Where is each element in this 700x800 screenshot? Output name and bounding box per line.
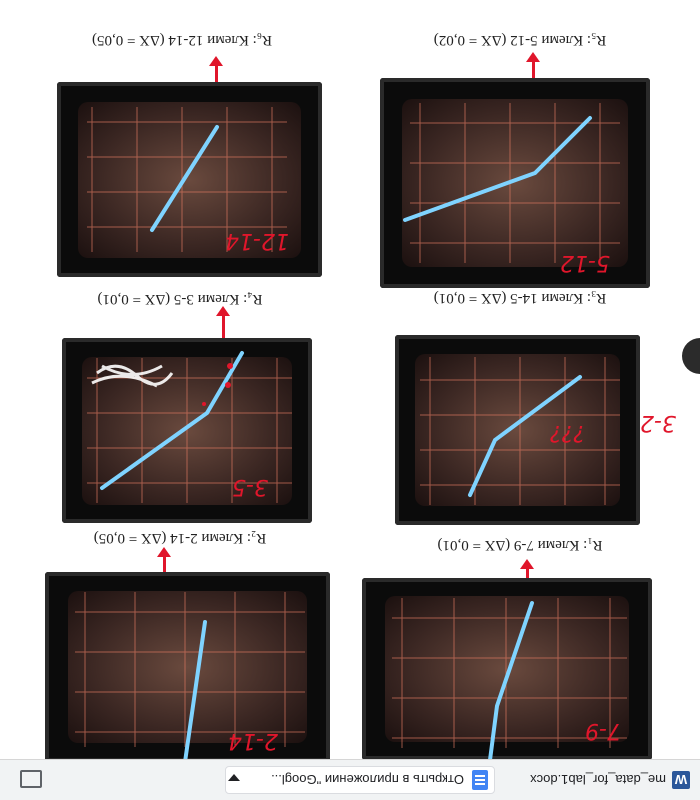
oscilloscope-screen	[401, 99, 629, 267]
handwritten-label: 12-14	[225, 228, 289, 253]
caption-r5: R₅: Клеми 5-12 (ΔX = 0,02)	[433, 32, 607, 48]
arrow-icon	[216, 306, 230, 338]
printer-icon[interactable]	[20, 770, 42, 788]
word-file-icon: W	[672, 771, 690, 789]
caption-r3: R₃: Клеми 14-5 (ΔX = 0,01)	[433, 290, 607, 306]
scroll-handle[interactable]	[682, 338, 700, 374]
oscilloscope-photo-r1	[362, 578, 652, 760]
trace-line	[403, 116, 592, 222]
handwritten-label: 7-9	[585, 718, 621, 743]
trace-plot	[392, 598, 627, 760]
oscilloscope-screen	[414, 354, 621, 506]
arrow-icon	[157, 547, 171, 575]
open-in-app-label: Открыть в приложении "Googl...	[271, 772, 464, 788]
trace-plot	[420, 357, 620, 505]
oscilloscope-photo-r5	[380, 78, 650, 288]
handwritten-label: 3-2	[640, 410, 676, 435]
trace-line	[488, 601, 534, 760]
google-docs-icon	[472, 770, 488, 790]
download-filename: me_data_for_lab1.docx	[530, 772, 666, 788]
caption-r6: R₆: Клеми 12-14 (ΔX = 0,05)	[92, 32, 272, 48]
trace-line	[150, 125, 219, 232]
oscilloscope-photo-r3	[395, 335, 640, 525]
scribble-icon	[91, 364, 174, 388]
chevron-up-icon[interactable]	[228, 774, 240, 781]
oscilloscope-photo-r2	[45, 572, 330, 762]
caption-r4: R₄: Клеми 3-5 (ΔX = 0,01)	[97, 291, 263, 307]
handwritten-label: ???	[550, 420, 586, 445]
oscilloscope-screen	[78, 101, 301, 258]
trace-plot	[403, 103, 620, 263]
handwritten-label: 5-12	[560, 250, 610, 275]
arrow-icon	[526, 52, 540, 82]
trace-line	[183, 620, 207, 762]
oscilloscope-screen	[67, 591, 308, 743]
trace-plot	[87, 351, 292, 503]
caption-r1: R₁: Клеми 7-9 (ΔX = 0,01)	[437, 537, 603, 553]
oscilloscope-photo-r4	[62, 338, 312, 523]
trace-plot	[87, 107, 287, 252]
handwritten-label: 2-14	[228, 728, 278, 753]
oscilloscope-screen	[385, 596, 629, 742]
handwritten-label: 3-5	[232, 474, 268, 499]
oscilloscope-photo-r6	[57, 82, 322, 277]
arrow-icon	[209, 56, 223, 88]
trace-line	[100, 351, 244, 490]
download-bar: W me_data_for_lab1.docx Открыть в прилож…	[0, 759, 700, 800]
trace-plot	[75, 592, 305, 762]
open-in-app-button[interactable]: Открыть в приложении "Googl...	[225, 766, 495, 794]
trace-line	[468, 375, 582, 497]
download-item[interactable]: W me_data_for_lab1.docx	[515, 766, 690, 794]
caption-r2: R₂: Клеми 2-14 (ΔX = 0,05)	[93, 530, 267, 546]
